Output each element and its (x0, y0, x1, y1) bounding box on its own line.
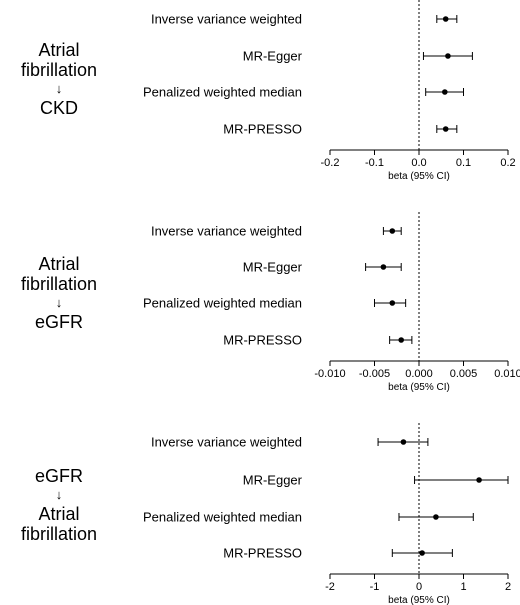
point-estimate (400, 439, 407, 445)
panel-2-side-label: Atrial fibrillation ↓ eGFR (0, 254, 118, 332)
point-estimate (433, 514, 439, 520)
method-label: Penalized weighted median (143, 510, 302, 525)
method-label: Inverse variance weighted (151, 12, 302, 27)
x-tick-label: 0.005 (450, 368, 478, 380)
exposure-label: eGFR (34, 466, 83, 486)
point-estimate (445, 53, 451, 59)
method-label: Inverse variance weighted (151, 435, 302, 450)
x-tick-label: 0 (416, 581, 422, 593)
x-tick-label: -0.1 (365, 157, 384, 169)
point-estimate (476, 477, 482, 483)
exposure-label: Atrial fibrillation (20, 40, 98, 80)
x-tick-label: -1 (370, 581, 380, 593)
x-tick-label: 0.010 (494, 368, 520, 380)
point-estimate (380, 264, 387, 270)
x-tick-label: 0.000 (405, 368, 433, 380)
method-label: MR-PRESSO (223, 333, 302, 348)
x-tick-label: 0.0 (411, 157, 426, 169)
point-estimate (419, 550, 425, 556)
method-label: MR-Egger (243, 260, 303, 275)
down-arrow-icon: ↓ (55, 81, 63, 96)
x-axis-label: beta (95% CI) (388, 595, 450, 605)
x-axis-label: beta (95% CI) (388, 171, 450, 182)
outcome-label: CKD (39, 98, 78, 118)
point-estimate (389, 228, 396, 234)
outcome-label: eGFR (34, 312, 83, 332)
point-estimate (398, 337, 405, 343)
method-label: MR-Egger (243, 473, 303, 488)
panel-3-side-label: eGFR ↓ Atrial fibrillation (0, 466, 118, 544)
point-estimate (442, 89, 448, 95)
point-estimate (389, 300, 396, 306)
x-axis-label: beta (95% CI) (388, 382, 450, 393)
method-label: Inverse variance weighted (151, 224, 302, 239)
method-label: MR-PRESSO (223, 546, 302, 561)
x-tick-label: -2 (325, 581, 335, 593)
outcome-label: Atrial fibrillation (20, 504, 98, 544)
x-tick-label: -0.010 (314, 368, 345, 380)
method-label: Penalized weighted median (143, 296, 302, 311)
x-tick-label: 0.1 (456, 157, 471, 169)
exposure-label: Atrial fibrillation (20, 254, 98, 294)
down-arrow-icon: ↓ (55, 295, 63, 310)
x-tick-label: 0.2 (500, 157, 515, 169)
point-estimate (442, 16, 449, 22)
point-estimate (442, 126, 449, 132)
panel-1-side-label: Atrial fibrillation ↓ CKD (0, 40, 118, 118)
x-tick-label: 1 (460, 581, 466, 593)
x-tick-label: 2 (505, 581, 511, 593)
down-arrow-icon: ↓ (55, 487, 63, 502)
method-label: Penalized weighted median (143, 85, 302, 100)
x-tick-label: -0.005 (359, 368, 390, 380)
method-label: MR-Egger (243, 49, 303, 64)
method-label: MR-PRESSO (223, 122, 302, 137)
x-tick-label: -0.2 (321, 157, 340, 169)
